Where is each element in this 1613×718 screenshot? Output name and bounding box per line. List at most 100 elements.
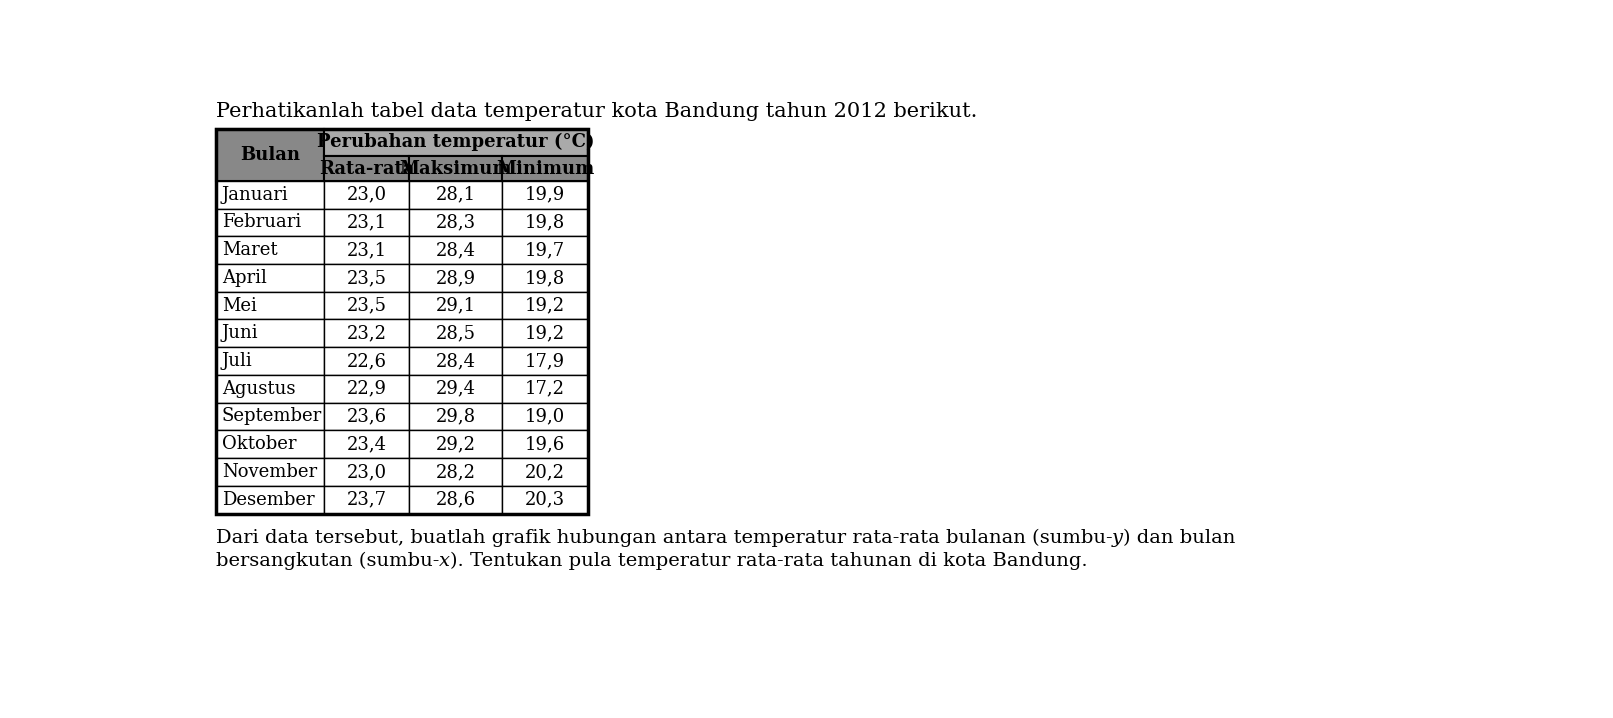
Text: Perhatikanlah tabel data temperatur kota Bandung tahun 2012 berikut.: Perhatikanlah tabel data temperatur kota… [216, 101, 977, 121]
Text: bersangkutan (sumbu-: bersangkutan (sumbu- [216, 552, 439, 570]
Text: 19,6: 19,6 [524, 435, 565, 453]
Text: 28,1: 28,1 [436, 186, 476, 204]
Text: Minimum: Minimum [495, 159, 594, 177]
Bar [410, 157, 502, 181]
Text: 19,8: 19,8 [524, 269, 565, 287]
Text: 20,3: 20,3 [524, 490, 565, 508]
Bar [502, 181, 587, 209]
Bar [410, 348, 502, 375]
Text: 23,7: 23,7 [347, 490, 387, 508]
Bar [502, 430, 587, 458]
Text: 22,6: 22,6 [347, 352, 387, 370]
Text: Mei: Mei [221, 297, 256, 314]
Text: 29,1: 29,1 [436, 297, 476, 314]
Text: Perubahan temperatur (°C): Perubahan temperatur (°C) [318, 134, 595, 151]
Text: 29,2: 29,2 [436, 435, 476, 453]
Text: 23,4: 23,4 [347, 435, 387, 453]
Bar [216, 264, 324, 292]
Text: Januari: Januari [221, 186, 289, 204]
Text: 28,9: 28,9 [436, 269, 476, 287]
Text: 19,2: 19,2 [524, 297, 565, 314]
Text: April: April [221, 269, 266, 287]
Text: x: x [439, 552, 450, 570]
Text: 28,2: 28,2 [436, 463, 476, 481]
Text: 17,9: 17,9 [524, 352, 565, 370]
Text: 29,8: 29,8 [436, 408, 476, 426]
Text: Juli: Juli [221, 352, 253, 370]
Bar [216, 209, 324, 236]
Bar [216, 292, 324, 320]
Text: 19,9: 19,9 [524, 186, 565, 204]
Text: Maret: Maret [221, 241, 277, 259]
Bar [502, 486, 587, 513]
Bar [502, 320, 587, 348]
Text: November: November [221, 463, 316, 481]
Text: 19,7: 19,7 [524, 241, 565, 259]
Text: 23,2: 23,2 [347, 325, 387, 342]
Text: 19,0: 19,0 [524, 408, 565, 426]
Text: 19,2: 19,2 [524, 325, 565, 342]
Bar [502, 458, 587, 486]
Bar [216, 236, 324, 264]
Text: 23,0: 23,0 [347, 186, 387, 204]
Bar [410, 375, 502, 403]
Bar [502, 375, 587, 403]
Bar [216, 320, 324, 348]
Text: 22,9: 22,9 [347, 380, 387, 398]
Text: Dari data tersebut, buatlah grafik hubungan antara temperatur rata-rata bulanan : Dari data tersebut, buatlah grafik hubun… [216, 529, 1113, 547]
Text: 28,3: 28,3 [436, 213, 476, 231]
Bar [216, 458, 324, 486]
Bar [216, 348, 324, 375]
Bar [410, 320, 502, 348]
Bar [216, 375, 324, 403]
Bar [410, 458, 502, 486]
Bar [410, 209, 502, 236]
Bar [216, 430, 324, 458]
Bar [324, 264, 410, 292]
Bar [502, 236, 587, 264]
Text: ) dan bulan: ) dan bulan [1123, 529, 1236, 547]
Bar [216, 129, 324, 181]
Bar [410, 264, 502, 292]
Bar [502, 348, 587, 375]
Bar [502, 292, 587, 320]
Text: Desember: Desember [221, 490, 315, 508]
Bar [324, 157, 410, 181]
Text: 23,6: 23,6 [347, 408, 387, 426]
Bar [410, 430, 502, 458]
Text: 23,5: 23,5 [347, 297, 387, 314]
Text: Bulan: Bulan [240, 146, 300, 164]
Text: 28,4: 28,4 [436, 352, 476, 370]
Text: 29,4: 29,4 [436, 380, 476, 398]
Bar [216, 486, 324, 513]
Bar [324, 430, 410, 458]
Bar [410, 403, 502, 430]
Text: 17,2: 17,2 [524, 380, 565, 398]
Bar [410, 486, 502, 513]
Text: 23,1: 23,1 [347, 213, 387, 231]
Bar [410, 236, 502, 264]
Bar [410, 181, 502, 209]
Text: 19,8: 19,8 [524, 213, 565, 231]
Text: September: September [221, 408, 323, 426]
Text: 23,0: 23,0 [347, 463, 387, 481]
Text: 28,6: 28,6 [436, 490, 476, 508]
Text: 23,1: 23,1 [347, 241, 387, 259]
Text: Juni: Juni [221, 325, 258, 342]
Bar [216, 403, 324, 430]
Bar [502, 264, 587, 292]
Text: Agustus: Agustus [221, 380, 295, 398]
Text: Februari: Februari [221, 213, 302, 231]
Bar [324, 348, 410, 375]
Bar [324, 236, 410, 264]
Text: 20,2: 20,2 [524, 463, 565, 481]
Bar [324, 129, 587, 157]
Text: ). Tentukan pula temperatur rata-rata tahunan di kota Bandung.: ). Tentukan pula temperatur rata-rata ta… [450, 552, 1087, 570]
Text: Rata-rata: Rata-rata [319, 159, 415, 177]
Bar [410, 292, 502, 320]
Bar [502, 403, 587, 430]
Bar [324, 181, 410, 209]
Text: 28,4: 28,4 [436, 241, 476, 259]
Text: Maksimum: Maksimum [400, 159, 511, 177]
Bar [324, 292, 410, 320]
